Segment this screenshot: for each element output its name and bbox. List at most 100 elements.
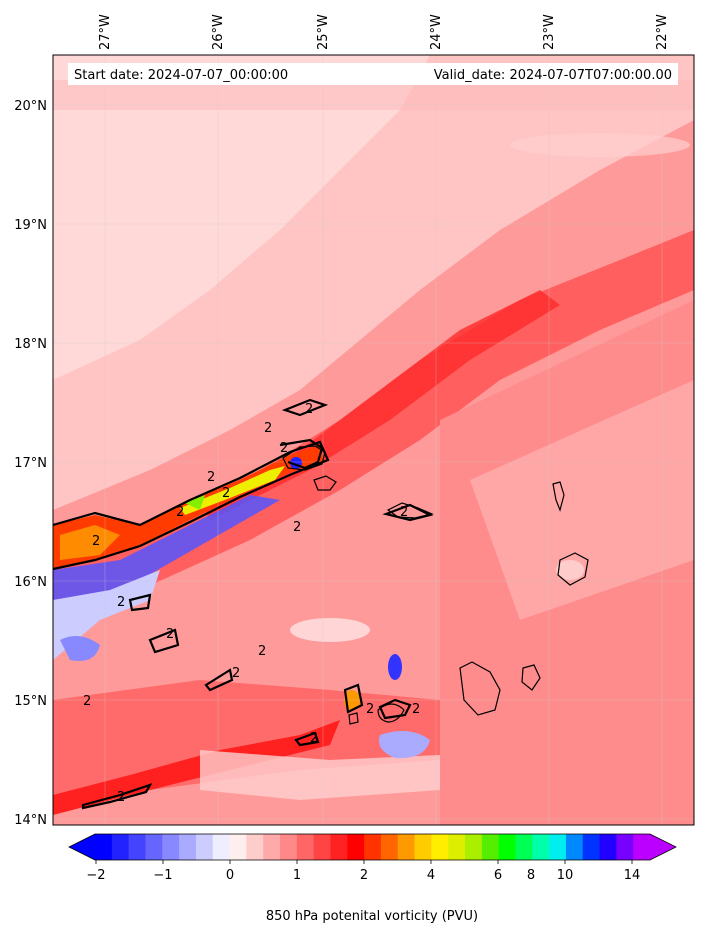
island-sao-nicolau [386, 502, 434, 519]
ridge-yellow [180, 466, 285, 515]
colorbar-cell [145, 834, 163, 860]
island-sao-vicente [313, 475, 337, 491]
contour-mid-d [281, 398, 329, 417]
contour-label: 2 [207, 470, 215, 485]
contour-center-arm [279, 438, 324, 470]
colorbar-cells [95, 834, 651, 860]
colorbar-cell [616, 834, 634, 860]
colorbar-cell [162, 834, 180, 860]
colorbar-cell [633, 834, 651, 860]
latitude-labels: 20°N 19°N 18°N 17°N 16°N 15°N 14°N [14, 99, 47, 828]
colorbar-tick-label: 6 [494, 868, 502, 883]
contour-label: 2 [166, 627, 174, 642]
island-santiago [459, 661, 501, 716]
colorbar-label: 850 hPa potenital vorticity (PVU) [266, 909, 478, 924]
colorbar-tick-label: −1 [153, 868, 172, 883]
colorbar-cell [263, 834, 281, 860]
island-sal [552, 481, 565, 512]
longitude-labels: 27°W 26°W 25°W 24°W 23°W 22°W [98, 14, 670, 50]
eastern-light [470, 380, 694, 620]
lat-label: 17°N [14, 456, 47, 471]
island-santo-antao [282, 445, 326, 471]
south-light [200, 750, 440, 800]
colorbar-cell [549, 834, 567, 860]
lat-label: 15°N [14, 694, 47, 709]
colorbar-cell [128, 834, 146, 860]
contour-label: 2 [117, 790, 125, 805]
colorbar-cell [414, 834, 432, 860]
negative-blob-south [379, 731, 430, 759]
lon-label: 25°W [316, 14, 331, 50]
island-fogo [377, 703, 405, 723]
white-patch-a [290, 618, 370, 642]
colorbar-cell [179, 834, 197, 860]
lat-label: 18°N [14, 337, 47, 352]
ridge-green [185, 495, 205, 510]
western-negative-light [53, 570, 160, 660]
island-boa-vista [557, 552, 589, 586]
valid-date-label: Valid_date: 2024-07-07T07:00:00.00 [434, 68, 672, 83]
colorbar-tick-label: 0 [226, 868, 234, 883]
contour-mid-f [378, 698, 412, 720]
contour-south-b [294, 731, 320, 747]
lon-label: 22°W [655, 14, 670, 50]
island-brava [348, 712, 359, 725]
map-frame [52, 54, 695, 826]
contour-labels: 2 2 2 2 2 2 2 2 2 2 2 2 2 2 2 2 2 2 [83, 402, 420, 805]
colorbar-tick-label: 2 [360, 868, 368, 883]
contour-label: 2 [366, 702, 374, 717]
header-box [68, 63, 678, 85]
contour-south-west [81, 783, 153, 810]
colorbar-cell [465, 834, 483, 860]
colorbar-cell [515, 834, 533, 860]
colorbar-cell [431, 834, 449, 860]
negative-blob-west [60, 636, 100, 661]
lat-label: 19°N [14, 218, 47, 233]
southern-core [53, 720, 340, 815]
colorbar-cell [313, 834, 331, 860]
lon-label: 26°W [211, 14, 226, 50]
colorbar-cell [380, 834, 399, 860]
colorbar-tick-label: 1 [293, 868, 301, 883]
contour-label: 2 [412, 702, 420, 717]
western-negative-band [53, 495, 280, 640]
colorbar-cell [582, 834, 601, 860]
colorbar-cell [111, 834, 130, 860]
island-maio [521, 664, 541, 691]
contour-label: 2 [258, 644, 266, 659]
white-patch-b [556, 560, 584, 580]
lon-label: 24°W [429, 14, 444, 50]
colorbar-cell [280, 834, 298, 860]
white-patch-c [510, 133, 690, 157]
colorbar-cell [347, 834, 365, 860]
lon-label: 23°W [542, 14, 557, 50]
contour-label: 2 [305, 402, 313, 417]
contour-label: 2 [293, 520, 301, 535]
contour-mid-b [204, 668, 234, 692]
colorbar-tick-label: 4 [427, 868, 435, 883]
colorbar: −2 −1 0 1 2 4 6 8 10 14 850 hPa potenita… [68, 833, 677, 924]
lat-label: 20°N [14, 99, 47, 114]
colorbar-cell [448, 834, 466, 860]
coastlines [282, 445, 589, 725]
colorbar-cell [532, 834, 550, 860]
contour-label: 2 [232, 666, 240, 681]
colorbar-cell [95, 834, 113, 860]
contour-label: 2 [117, 595, 125, 610]
colorbar-cell [296, 834, 315, 860]
contour-mid-a [148, 628, 180, 654]
colorbar-cell [212, 834, 231, 860]
colorbar-ticks [95, 860, 633, 864]
start-date-label: Start date: 2024-07-07_00:00:00 [74, 68, 288, 83]
negative-blob-island [388, 654, 402, 680]
lowest-pv-region [53, 55, 430, 380]
colorbar-cell [229, 834, 247, 860]
colorbar-cell [364, 834, 382, 860]
colorbar-tick-label: 8 [527, 868, 535, 883]
upper-band [53, 80, 694, 110]
contour-label: 2 [400, 505, 408, 520]
contour-mid-g [128, 593, 152, 612]
contour-label: 2 [83, 694, 91, 709]
colorbar-tick-label: 14 [624, 868, 641, 883]
colorbar-cell [498, 834, 516, 860]
